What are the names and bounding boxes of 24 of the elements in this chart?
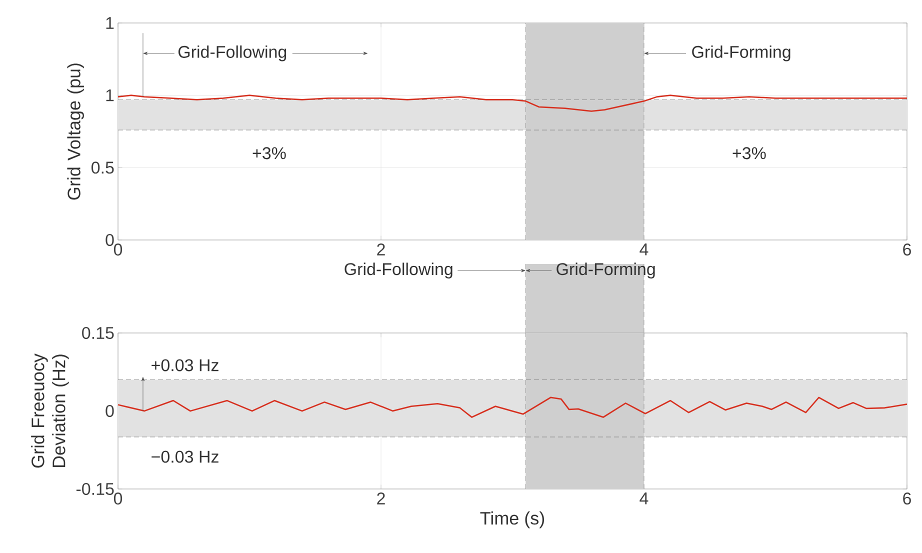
- text: Grid-Following: [344, 262, 452, 279]
- annotation: Grid-Following: [178, 45, 286, 62]
- x-tick-label: 6: [903, 492, 911, 505]
- text: Grid-Forming: [556, 262, 655, 279]
- x-tick-label: 6: [903, 244, 911, 256]
- annotation: −0.03 Hz: [152, 450, 218, 463]
- y-axis-title: Grid Voltage (pu): [67, 64, 84, 200]
- y-tick-label: 1: [106, 89, 114, 102]
- y-tick-label: 0.15: [82, 326, 114, 340]
- annotation: Grid-Forming: [692, 45, 790, 62]
- annotation: +0.03 Hz: [152, 359, 218, 372]
- y-axis-title: Grid Freeuocy Deviation (Hz): [31, 354, 69, 468]
- y-tick-label: 0: [106, 234, 114, 246]
- annotation: +3%: [732, 147, 766, 160]
- annotation: +3%: [252, 147, 286, 160]
- y-tick-label: 1: [106, 17, 114, 29]
- x-tick-label: 2: [377, 492, 385, 504]
- y-tick-label: -0.15: [76, 482, 114, 496]
- x-axis-title: Time (s): [480, 511, 544, 528]
- x-tick-label: 2: [377, 244, 385, 256]
- y-tick-label: 0: [106, 404, 114, 418]
- y-tick-label: 0.5: [92, 162, 114, 174]
- x-tick-label: 4: [640, 244, 648, 256]
- x-tick-label: 4: [640, 492, 648, 504]
